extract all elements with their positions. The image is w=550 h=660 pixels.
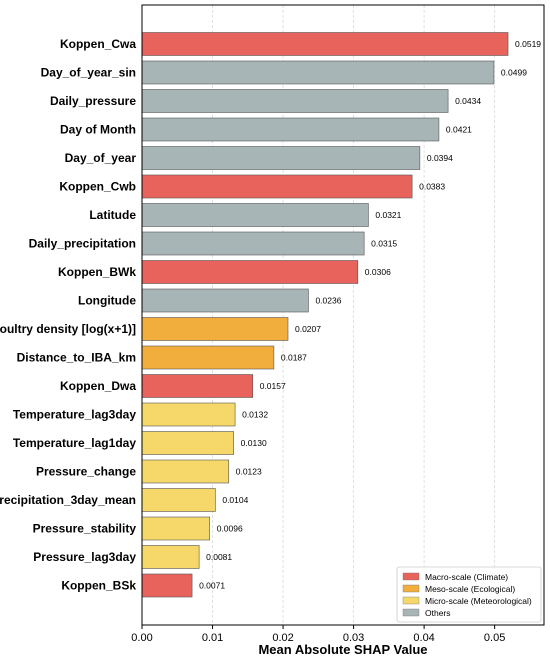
category-label: Koppen_BSk bbox=[61, 579, 136, 593]
bar bbox=[141, 402, 236, 427]
bar bbox=[141, 573, 193, 598]
x-tick-label: 0.01 bbox=[202, 632, 223, 644]
category-label: Pressure_lag3day bbox=[33, 550, 136, 564]
value-label: 0.0321 bbox=[375, 210, 401, 220]
bar bbox=[141, 488, 216, 512]
bar bbox=[141, 288, 309, 313]
category-labels: Koppen_Cwa Day_of_year_sin Daily_pressure D… bbox=[0, 37, 136, 593]
bar bbox=[141, 146, 421, 170]
value-labels: 0.0519 0.0499 0.0434 0.0421 0.0394 0.0383 0.03… bbox=[199, 39, 541, 591]
value-label: 0.0071 bbox=[199, 581, 225, 591]
value-label: 0.0096 bbox=[217, 524, 243, 534]
legend-label: Others bbox=[425, 608, 451, 618]
value-label: 0.0130 bbox=[241, 438, 267, 448]
bar bbox=[141, 60, 495, 85]
value-label: 0.0236 bbox=[315, 296, 341, 306]
bar bbox=[141, 117, 440, 142]
category-label: Pressure_stability bbox=[33, 522, 137, 536]
legend-swatch bbox=[402, 572, 420, 581]
x-tick-label: 0.05 bbox=[484, 632, 505, 644]
category-label: Koppen_BWk bbox=[58, 265, 136, 279]
category-label: Day of Month bbox=[60, 123, 136, 137]
x-tick-label: 0.02 bbox=[272, 632, 293, 644]
legend-box bbox=[396, 566, 542, 623]
category-label: Day_of_year_sin bbox=[41, 66, 136, 80]
value-label: 0.0434 bbox=[455, 96, 481, 106]
bar bbox=[141, 231, 365, 256]
legend-label: Macro-scale (Climate) bbox=[425, 572, 508, 582]
value-label: 0.0187 bbox=[281, 353, 307, 363]
category-label: Koppen_Cwb bbox=[59, 180, 136, 194]
x-tick-label: 0.00 bbox=[131, 632, 152, 644]
category-label: Temperature_lag3day bbox=[13, 408, 136, 422]
value-label: 0.0123 bbox=[236, 467, 262, 477]
value-label: 0.0306 bbox=[365, 267, 391, 277]
x-axis-title: Mean Absolute SHAP Value bbox=[258, 642, 427, 657]
legend-swatch bbox=[402, 608, 420, 617]
value-label: 0.0132 bbox=[242, 410, 268, 420]
bar bbox=[141, 459, 230, 484]
legend-label: Meso-scale (Ecological) bbox=[425, 584, 515, 594]
bar bbox=[141, 89, 449, 113]
value-label: 0.0104 bbox=[222, 495, 248, 505]
category-label: Pressure_change bbox=[36, 465, 136, 479]
value-label: 0.0383 bbox=[419, 182, 445, 192]
bar bbox=[141, 32, 509, 56]
value-label: 0.0207 bbox=[295, 324, 321, 334]
category-label: Day_of_year bbox=[65, 151, 137, 165]
category-label: Longitude bbox=[78, 294, 136, 308]
value-label: 0.0394 bbox=[427, 153, 453, 163]
value-label: 0.0157 bbox=[260, 381, 286, 391]
category-label: Precipitation_3day_mean bbox=[0, 493, 136, 507]
category-label: Poultry density [log(x+1)] bbox=[0, 322, 136, 336]
plot-frame bbox=[141, 4, 545, 626]
category-label: Daily_pressure bbox=[50, 94, 136, 108]
legend-swatch bbox=[402, 596, 420, 605]
legend: Macro-scale (Climate) Meso-scale (Ecologi… bbox=[396, 566, 542, 623]
bar bbox=[141, 260, 359, 284]
x-tick-label: 0.03 bbox=[343, 632, 364, 644]
bar bbox=[141, 317, 289, 341]
category-label: Koppen_Dwa bbox=[60, 379, 136, 393]
x-axis-ticks: 0.00 0.01 0.02 0.03 0.04 0.05 bbox=[131, 625, 505, 644]
bar bbox=[141, 374, 254, 398]
value-label: 0.0499 bbox=[501, 68, 527, 78]
category-label: Latitude bbox=[89, 208, 136, 222]
category-label: Temperature_lag1day bbox=[13, 436, 136, 450]
value-label: 0.0519 bbox=[515, 39, 541, 49]
bar bbox=[141, 203, 369, 227]
bar bbox=[141, 174, 413, 199]
bars bbox=[141, 32, 509, 598]
bar bbox=[141, 516, 211, 541]
value-label: 0.0421 bbox=[446, 125, 472, 135]
value-label: 0.0315 bbox=[371, 239, 397, 249]
grid-lines bbox=[212, 5, 496, 625]
category-label: Koppen_Cwa bbox=[60, 37, 136, 51]
bar bbox=[141, 545, 200, 569]
value-label: 0.0081 bbox=[206, 552, 232, 562]
x-tick-label: 0.04 bbox=[413, 632, 434, 644]
legend-label: Micro-scale (Meteorological) bbox=[425, 596, 532, 606]
bar bbox=[141, 345, 275, 370]
bar bbox=[141, 431, 234, 455]
legend-swatch bbox=[402, 584, 420, 593]
category-label: Daily_precipitation bbox=[29, 237, 136, 251]
category-label: Distance_to_IBA_km bbox=[17, 351, 136, 365]
